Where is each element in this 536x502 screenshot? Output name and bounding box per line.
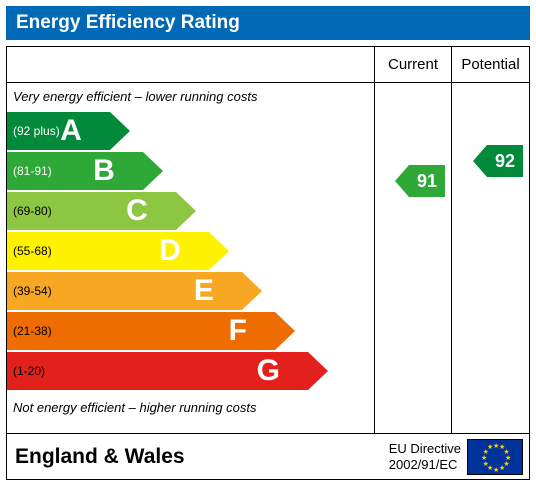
bands-column: Very energy efficient – lower running co… xyxy=(7,83,375,433)
band-e: (39-54) E xyxy=(7,272,242,310)
band-range-label: (81-91) xyxy=(7,164,52,178)
header-current: Current xyxy=(375,47,452,82)
band-arrow-icon xyxy=(176,192,196,230)
band-letter: C xyxy=(126,194,148,228)
band-row-g: (1-20) G xyxy=(7,352,374,390)
band-b: (81-91) B xyxy=(7,152,143,190)
directive-line1: EU Directive xyxy=(389,441,461,457)
band-letter: G xyxy=(257,354,280,388)
band-a: (92 plus)A xyxy=(7,112,110,150)
band-arrow-icon xyxy=(143,152,163,190)
band-row-f: (21-38) F xyxy=(7,312,374,350)
epc-container: Energy Efficiency Rating Current Potenti… xyxy=(0,0,536,486)
band-row-d: (55-68) D xyxy=(7,232,374,270)
band-g: (1-20) G xyxy=(7,352,308,390)
band-arrow-icon xyxy=(308,352,328,390)
chart-body: Very energy efficient – lower running co… xyxy=(7,83,529,433)
band-letter: E xyxy=(194,274,214,308)
band-range-label: (1-20) xyxy=(7,364,45,378)
current-value: 91 xyxy=(409,165,445,197)
band-letter: A xyxy=(60,114,82,148)
current-column: 91 xyxy=(375,83,452,433)
title-bar: Energy Efficiency Rating xyxy=(6,6,530,40)
star-icon: ★ xyxy=(493,466,499,474)
potential-column: 92 xyxy=(452,83,529,433)
header-row: Current Potential xyxy=(7,47,529,83)
band-arrow-icon xyxy=(242,272,262,310)
band-range-label: (55-68) xyxy=(7,244,52,258)
band-c: (69-80) C xyxy=(7,192,176,230)
footer-row: England & Wales EU Directive 2002/91/EC … xyxy=(7,433,529,479)
header-potential: Potential xyxy=(452,47,529,82)
band-arrow-icon xyxy=(209,232,229,270)
arrow-icon xyxy=(395,165,409,197)
band-range-label: (39-54) xyxy=(7,284,52,298)
band-row-a: (92 plus)A xyxy=(7,112,374,150)
band-row-c: (69-80) C xyxy=(7,192,374,230)
band-row-b: (81-91) B xyxy=(7,152,374,190)
directive-line2: 2002/91/EC xyxy=(389,457,461,473)
potential-value: 92 xyxy=(487,145,523,177)
star-icon: ★ xyxy=(499,464,505,472)
band-range-label: (21-38) xyxy=(7,324,52,338)
header-spacer xyxy=(7,47,375,82)
caption-bottom: Not energy efficient – higher running co… xyxy=(7,392,374,417)
band-arrow-icon xyxy=(110,112,130,150)
current-value-arrow: 91 xyxy=(395,165,445,197)
star-icon: ★ xyxy=(487,443,493,451)
arrow-icon xyxy=(473,145,487,177)
band-row-e: (39-54) E xyxy=(7,272,374,310)
band-letter: B xyxy=(93,154,115,188)
band-f: (21-38) F xyxy=(7,312,275,350)
band-arrow-icon xyxy=(275,312,295,350)
band-letter: D xyxy=(159,234,181,268)
title-text: Energy Efficiency Rating xyxy=(16,12,240,33)
band-range-label: (69-80) xyxy=(7,204,52,218)
footer-region: England & Wales xyxy=(7,445,389,469)
band-range-label: (92 plus) xyxy=(7,124,60,138)
caption-top: Very energy efficient – lower running co… xyxy=(7,87,374,110)
band-d: (55-68) D xyxy=(7,232,209,270)
eu-flag-icon: ★★★★★★★★★★★★ xyxy=(467,439,523,475)
chart-frame: Current Potential Very energy efficient … xyxy=(6,46,530,480)
band-letter: F xyxy=(229,314,247,348)
footer-directive: EU Directive 2002/91/EC xyxy=(389,441,467,472)
potential-value-arrow: 92 xyxy=(473,145,523,177)
